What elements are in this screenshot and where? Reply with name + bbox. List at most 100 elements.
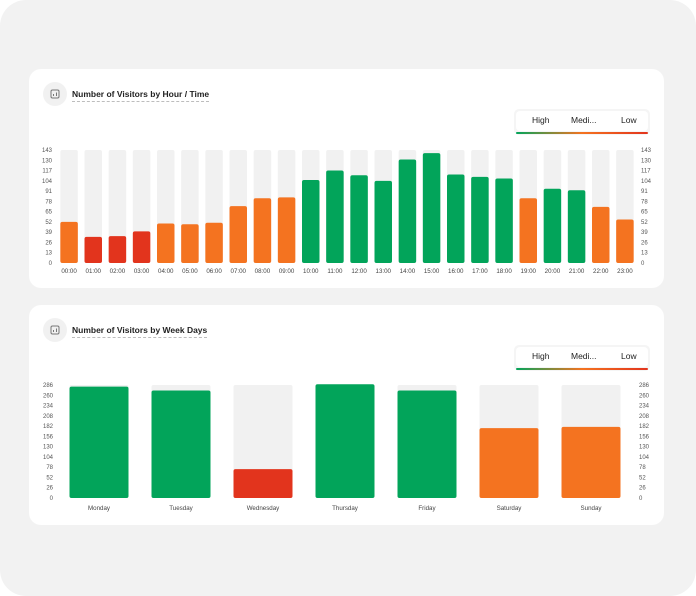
x-tick-label: Tuesday [169, 505, 193, 512]
y-tick-label-right: 39 [641, 230, 648, 236]
bar-1000 [302, 180, 320, 263]
y-tick-label-left: 0 [49, 261, 53, 267]
y-tick-label-right: 208 [639, 414, 650, 420]
y-tick-label-right: 0 [639, 496, 643, 502]
y-tick-label-left: 78 [45, 199, 52, 205]
y-tick-label-right: 52 [641, 220, 648, 226]
bar-1500 [422, 153, 441, 263]
x-tick-label: 20:00 [545, 268, 561, 275]
y-tick-label-left: 260 [43, 393, 54, 399]
y-tick-label-left: 0 [50, 496, 54, 502]
bar-wednesday [233, 469, 293, 498]
bar-0700 [229, 206, 247, 263]
hourly-bar-chart: 0 0 13 13 26 26 39 39 52 52 65 65 78 78 91 91 104 104 117 1… [42, 148, 652, 275]
y-tick-label-right: 156 [639, 434, 650, 440]
y-tick-label-right: 130 [641, 158, 652, 164]
bar-0000 [60, 221, 78, 263]
chart-icon [43, 318, 67, 342]
bar-0600 [205, 222, 223, 263]
y-tick-label-left: 65 [45, 210, 52, 216]
bar-2100 [567, 190, 586, 263]
bar-0500 [181, 224, 199, 263]
y-tick-label-right: 104 [639, 455, 650, 461]
y-tick-label-right: 130 [639, 445, 650, 451]
y-tick-label-left: 182 [43, 424, 54, 430]
y-tick-label-right: 0 [641, 261, 645, 267]
x-tick-label: Monday [88, 505, 111, 512]
bar-1400 [398, 159, 417, 263]
bar-2000 [543, 188, 562, 263]
y-tick-label-left: 104 [43, 455, 54, 461]
bar-1100 [326, 170, 344, 263]
y-tick-label-left: 130 [43, 445, 54, 451]
x-tick-label: Sunday [581, 505, 603, 512]
x-tick-label: 13:00 [376, 268, 392, 275]
x-tick-label: 06:00 [206, 268, 222, 275]
legend-high-label: High [532, 115, 550, 125]
y-tick-label-right: 65 [641, 210, 648, 216]
x-tick-label: 03:00 [134, 268, 150, 275]
x-tick-label: 11:00 [327, 268, 343, 275]
weekday-bar-chart: 0 0 26 26 52 52 78 78 104 104 130 130 156 156 182 182 20… [43, 383, 650, 512]
y-tick-label-left: 286 [43, 383, 54, 389]
x-tick-label: 02:00 [110, 268, 126, 275]
y-tick-label-left: 234 [43, 404, 54, 410]
y-tick-label-right: 26 [641, 240, 648, 246]
x-tick-label: 09:00 [279, 268, 295, 275]
x-tick-label: 14:00 [400, 268, 416, 275]
bar-sunday [561, 426, 621, 498]
bar-monday [69, 386, 129, 498]
y-tick-label-left: 156 [43, 434, 54, 440]
y-tick-label-left: 26 [45, 240, 52, 246]
bar-friday [397, 390, 457, 498]
x-tick-label: 12:00 [351, 268, 367, 275]
bar-1700 [471, 176, 489, 263]
x-tick-label: 05:00 [182, 268, 198, 275]
weekday-visitors-card: Number of Visitors by Week Days High Med… [29, 305, 664, 525]
x-tick-label: 21:00 [569, 268, 585, 275]
x-tick-label: Saturday [497, 505, 523, 512]
bar-track [84, 150, 102, 263]
x-tick-label: Wednesday [247, 505, 280, 512]
chart-icon [43, 82, 67, 106]
y-tick-label-right: 286 [639, 383, 650, 389]
legend-high-label: High [532, 351, 550, 361]
bar-1800 [495, 178, 513, 263]
y-tick-label-left: 130 [42, 158, 53, 164]
bar-2300 [616, 219, 634, 263]
bar-0400 [157, 223, 175, 263]
y-tick-label-left: 208 [43, 414, 54, 420]
x-tick-label: 17:00 [472, 268, 488, 275]
y-tick-label-right: 52 [639, 475, 646, 481]
y-tick-label-left: 143 [42, 148, 53, 154]
x-tick-label: 10:00 [303, 268, 319, 275]
bar-0100 [84, 236, 102, 263]
y-tick-label-right: 78 [639, 465, 646, 471]
y-tick-label-left: 52 [46, 475, 53, 481]
hourly-visitors-card: Number of Visitors by Hour / Time High M… [29, 69, 664, 288]
legend-low-label: Low [621, 351, 637, 361]
x-tick-label: 01:00 [86, 268, 102, 275]
y-tick-label-right: 182 [639, 424, 650, 430]
legend-medium-label: Medi... [571, 115, 597, 125]
x-tick-label: 19:00 [521, 268, 537, 275]
bar-0800 [253, 198, 272, 263]
bar-tuesday [151, 390, 211, 498]
bar-1300 [374, 180, 392, 263]
x-tick-label: 23:00 [617, 268, 633, 275]
x-tick-label: 04:00 [158, 268, 174, 275]
y-tick-label-left: 13 [45, 251, 52, 257]
y-tick-label-right: 104 [641, 179, 652, 185]
bar-1900 [519, 198, 537, 263]
y-tick-label-left: 117 [42, 169, 52, 175]
y-tick-label-right: 26 [639, 486, 646, 492]
bar-thursday [315, 384, 375, 498]
bar-0300 [132, 231, 151, 263]
y-tick-label-right: 91 [641, 189, 648, 195]
bar-saturday [479, 428, 539, 498]
bar-0200 [108, 236, 127, 263]
bar-2200 [592, 206, 610, 263]
x-tick-label: Thursday [332, 505, 359, 512]
bar-1600 [447, 174, 465, 263]
